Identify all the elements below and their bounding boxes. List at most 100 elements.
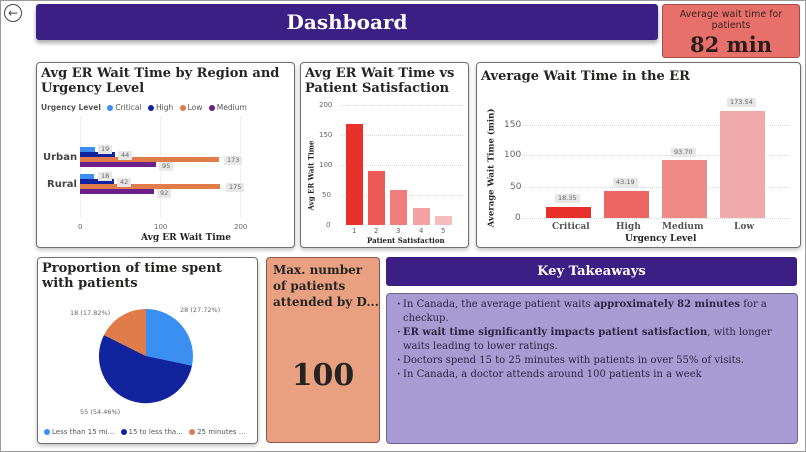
x-tick: 1 xyxy=(352,227,357,235)
legend-less-than-15-icon xyxy=(44,429,50,435)
bar-high[interactable] xyxy=(604,191,649,218)
row-label: Urban xyxy=(43,152,78,163)
bar-urban-medium[interactable] xyxy=(80,162,156,167)
legend-item[interactable]: Low xyxy=(187,103,203,112)
bar-urban-high[interactable] xyxy=(80,152,115,157)
x-tick: 200 xyxy=(234,223,248,231)
satisfaction-chart[interactable]: Avg ER Wait Time vs Patient Satisfaction… xyxy=(300,62,469,248)
legend-item[interactable]: Medium xyxy=(216,103,247,112)
x-tick: Medium xyxy=(662,222,704,232)
legend-item[interactable]: High xyxy=(155,103,174,112)
y-axis-label: Average Wait Time (min) xyxy=(486,108,497,228)
legend-item[interactable]: 15 to less tha... xyxy=(128,428,183,436)
key-takeaways-panel: In Canada, the average patient waits app… xyxy=(386,293,798,444)
bar-sat-4[interactable] xyxy=(413,208,430,225)
kpi-value: 82 min xyxy=(689,32,772,57)
row-label: Rural xyxy=(47,179,77,190)
data-label: 175 xyxy=(226,183,245,192)
bar-low[interactable] xyxy=(720,111,765,218)
legend-high-icon xyxy=(147,105,154,111)
x-axis-label: Avg ER Wait Time xyxy=(141,233,231,243)
x-tick: 5 xyxy=(441,227,446,235)
takeaway-item: ER wait time significantly impacts patie… xyxy=(397,326,791,354)
legend-title: Urgency Level xyxy=(41,103,101,112)
data-label: 18.35 xyxy=(555,194,580,203)
bar-sat-2[interactable] xyxy=(368,171,385,225)
x-tick: High xyxy=(616,222,641,232)
y-tick: 0 xyxy=(326,221,331,229)
y-tick: 50 xyxy=(322,191,331,199)
data-label: 173 xyxy=(224,156,243,165)
data-label: 92 xyxy=(157,189,172,198)
pie-slice-less-than-15[interactable] xyxy=(146,309,193,366)
kpi-value: 100 xyxy=(291,358,355,393)
data-label: 173.54 xyxy=(727,98,756,107)
y-axis-label: Avg ER Wait Time xyxy=(306,140,316,211)
pie-slice-15-to-25[interactable] xyxy=(98,335,192,404)
x-tick: 0 xyxy=(78,223,83,231)
pie-legend: Less than 15 mi... 15 to less tha... 25 … xyxy=(44,428,245,436)
legend-medium-icon xyxy=(208,105,215,111)
data-label: 43.19 xyxy=(613,178,638,187)
kpi-average-wait-card: Average wait time for patients 82 min xyxy=(662,4,800,58)
y-tick: 50 xyxy=(510,182,522,192)
bar-sat-5[interactable] xyxy=(435,216,452,225)
bar-rural-critical[interactable] xyxy=(80,174,94,179)
pie-graphic[interactable] xyxy=(96,306,196,406)
pie-label: 55 (54.46%) xyxy=(80,408,121,416)
chart-title: Avg ER Wait Time vs Patient Satisfaction xyxy=(305,66,455,96)
urgency-wait-chart[interactable]: Average Wait Time in the ER Average Wait… xyxy=(476,62,801,248)
bar-critical[interactable] xyxy=(546,207,591,218)
x-tick: 2 xyxy=(374,227,379,235)
chart-title: Avg ER Wait Time by Region and Urgency L… xyxy=(41,66,280,96)
y-tick: 200 xyxy=(319,101,333,109)
y-tick: 100 xyxy=(504,150,522,160)
y-tick: 100 xyxy=(319,161,333,169)
x-axis-label: Urgency Level xyxy=(625,234,697,244)
x-tick: 4 xyxy=(419,227,424,235)
bar-medium[interactable] xyxy=(662,160,707,218)
legend-item[interactable]: Critical xyxy=(115,103,142,112)
data-label: 18 xyxy=(98,172,113,181)
dashboard-header: Dashboard xyxy=(36,4,658,40)
bar-rural-high[interactable] xyxy=(80,179,114,184)
bar-urban-low[interactable] xyxy=(80,157,219,162)
region-urgency-chart[interactable]: Avg ER Wait Time by Region and Urgency L… xyxy=(36,62,295,248)
y-tick: 0 xyxy=(515,213,521,223)
bar-urban-critical[interactable] xyxy=(80,147,95,152)
x-axis-label: Patient Satisfaction xyxy=(367,236,445,245)
legend-25-plus-icon xyxy=(189,429,196,435)
bar-rural-low[interactable] xyxy=(80,184,220,189)
legend-low-icon xyxy=(179,105,186,111)
chart-title: Average Wait Time in the ER xyxy=(481,69,690,84)
legend-item[interactable]: Less than 15 mi... xyxy=(52,428,115,436)
bar-sat-1[interactable] xyxy=(346,124,363,225)
page-title: Dashboard xyxy=(286,10,408,34)
kpi-label: Average wait time for patients xyxy=(679,9,783,31)
legend-critical-icon xyxy=(107,105,114,111)
kpi-label: Max. number of patients attended by D... xyxy=(273,263,379,309)
takeaway-item: Doctors spend 15 to 25 minutes with pati… xyxy=(397,354,791,368)
y-tick: 150 xyxy=(504,120,522,130)
chart-legend: Urgency Level Critical High Low Medium xyxy=(41,103,247,112)
x-tick: Low xyxy=(734,222,755,232)
x-tick: 100 xyxy=(154,223,168,231)
x-tick: Critical xyxy=(552,222,590,232)
key-takeaways-header: Key Takeaways xyxy=(386,257,797,286)
y-tick: 150 xyxy=(319,131,333,139)
data-label: 44 xyxy=(118,151,133,160)
chart-title: Proportion of time spent with patients xyxy=(42,261,222,291)
pie-label: 18 (17.82%) xyxy=(70,309,111,317)
time-spent-pie-chart[interactable]: Proportion of time spent with patients 2… xyxy=(37,257,258,444)
data-label: 93.70 xyxy=(671,148,696,157)
bar-sat-3[interactable] xyxy=(390,190,407,225)
pie-slice-25-plus[interactable] xyxy=(104,309,146,356)
takeaway-item: In Canada, a doctor attends around 100 p… xyxy=(397,368,791,382)
back-arrow-icon[interactable]: ← xyxy=(4,4,22,22)
pie-label: 28 (27.72%) xyxy=(180,306,221,314)
kpi-max-patients-card: Max. number of patients attended by D...… xyxy=(266,257,380,443)
takeaways-list: In Canada, the average patient waits app… xyxy=(397,298,791,382)
legend-item[interactable]: 25 minutes ... xyxy=(197,428,246,436)
x-tick: 3 xyxy=(396,227,401,235)
bar-rural-medium[interactable] xyxy=(80,189,154,194)
